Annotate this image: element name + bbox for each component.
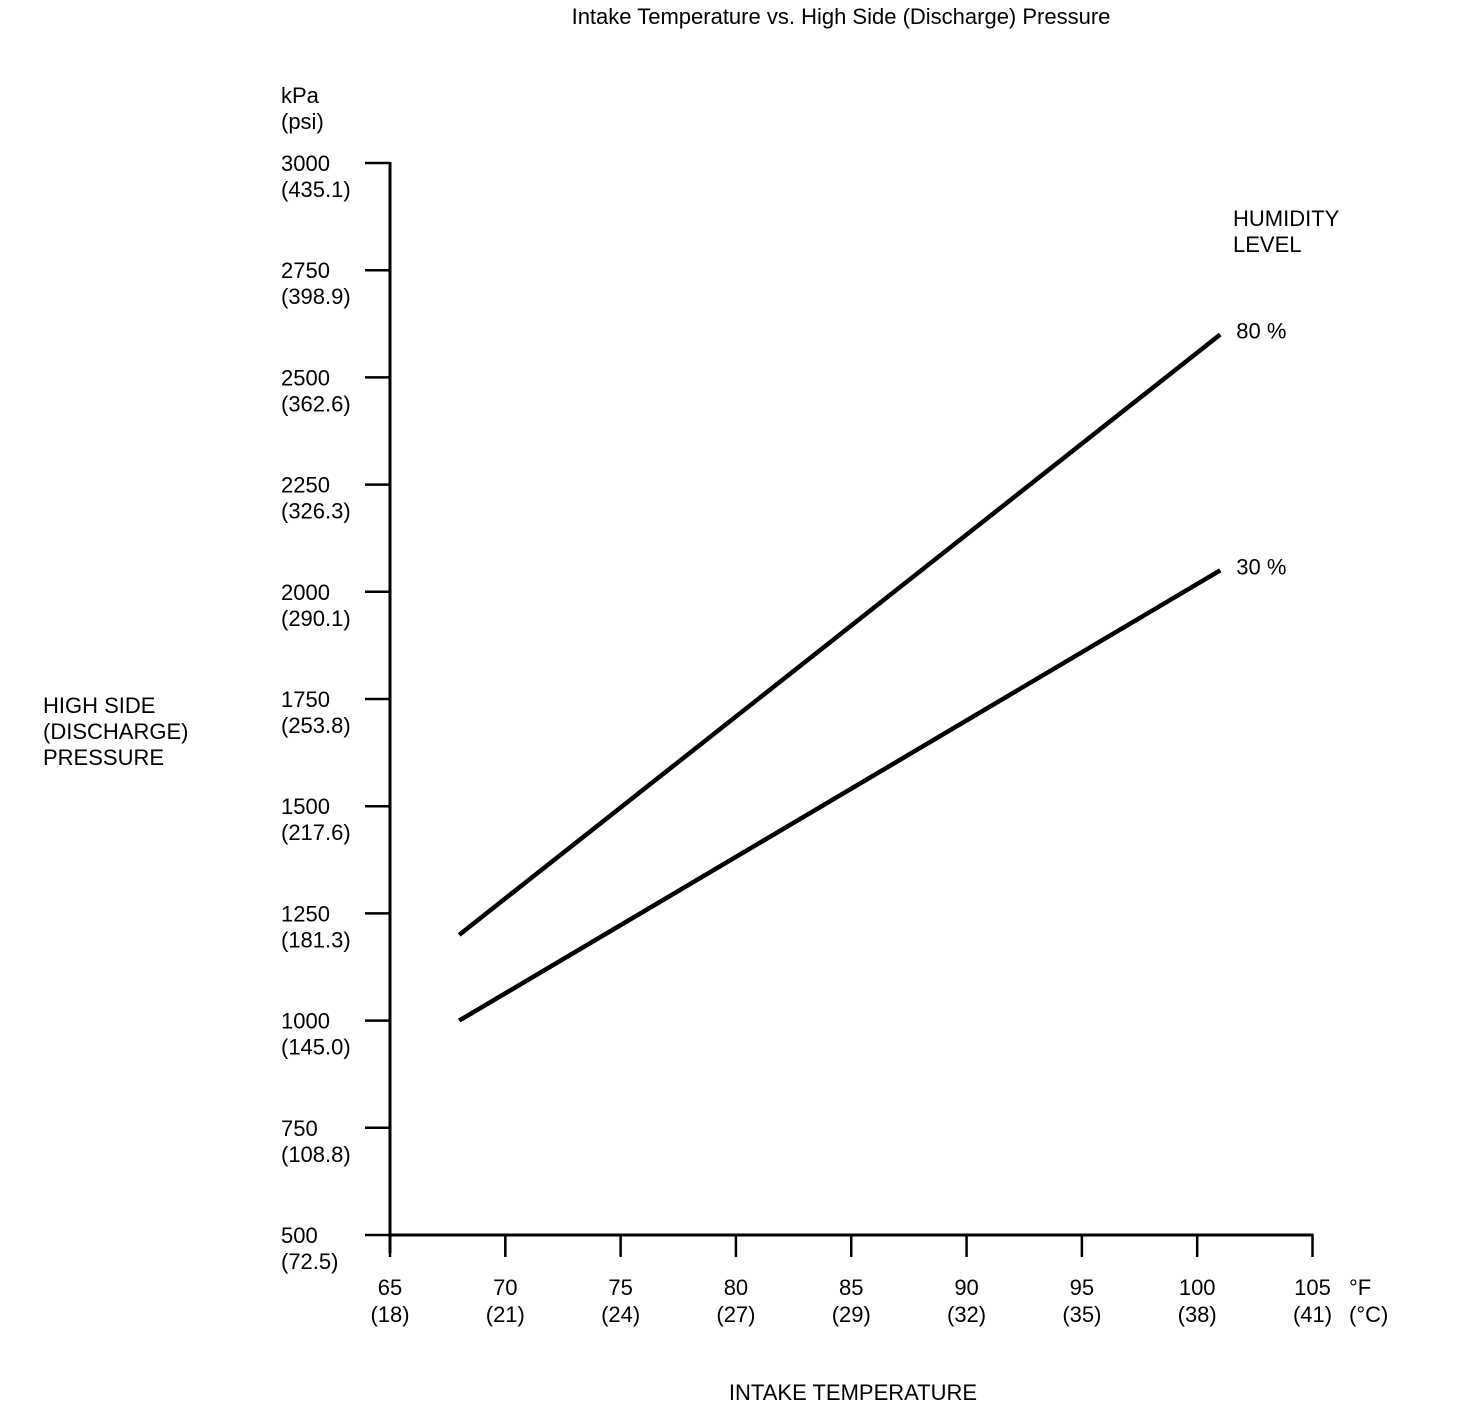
y-axis-title-line-1: HIGH SIDE (43, 693, 155, 718)
x-tick-sublabel: (35) (1062, 1302, 1101, 1327)
legend-title-line-2: LEVEL (1233, 232, 1302, 257)
y-axis-unit-secondary: (psi) (281, 109, 324, 134)
y-tick-label: 1000 (281, 1009, 330, 1034)
x-tick-label: 100 (1179, 1275, 1216, 1300)
x-tick-sublabel: (41) (1293, 1302, 1332, 1327)
x-tick-sublabel: (27) (716, 1302, 755, 1327)
x-tick-label: 70 (493, 1275, 517, 1300)
series-label-80pct: 80 % (1236, 319, 1286, 344)
y-tick-label: 2000 (281, 580, 330, 605)
x-tick-sublabel: (29) (832, 1302, 871, 1327)
x-tick-label: 85 (839, 1275, 863, 1300)
y-tick-sublabel: (72.5) (281, 1249, 338, 1274)
y-tick-sublabel: (108.8) (281, 1142, 351, 1167)
y-tick-sublabel: (253.8) (281, 713, 351, 738)
y-tick-label: 1250 (281, 901, 330, 926)
legend-title-line-1: HUMIDITY (1233, 206, 1340, 231)
x-axis-unit-secondary: (°C) (1349, 1302, 1388, 1327)
y-tick-sublabel: (398.9) (281, 284, 351, 309)
y-tick-sublabel: (362.6) (281, 391, 351, 416)
y-tick-sublabel: (217.6) (281, 820, 351, 845)
x-tick-label: 80 (724, 1275, 748, 1300)
y-axis-unit-primary: kPa (281, 83, 320, 108)
y-tick-sublabel: (145.0) (281, 1035, 351, 1060)
chart-title: Intake Temperature vs. High Side (Discha… (572, 4, 1111, 29)
axes-group: 3000(435.1)2750(398.9)2500(362.6)2250(32… (281, 151, 1332, 1327)
y-axis-title-line-2: (DISCHARGE) (43, 719, 188, 744)
y-tick-label: 750 (281, 1116, 318, 1141)
y-tick-label: 1750 (281, 687, 330, 712)
x-tick-label: 65 (378, 1275, 402, 1300)
x-tick-sublabel: (21) (486, 1302, 525, 1327)
x-tick-label: 95 (1070, 1275, 1094, 1300)
x-axis-unit-primary: °F (1349, 1275, 1371, 1300)
y-tick-label: 3000 (281, 151, 330, 176)
series-line-30pct (458, 568, 1222, 1023)
y-tick-label: 1500 (281, 794, 330, 819)
x-tick-sublabel: (32) (947, 1302, 986, 1327)
y-tick-sublabel: (290.1) (281, 606, 351, 631)
series-group: 80 % 30 % (457, 319, 1286, 1023)
x-tick-sublabel: (18) (370, 1302, 409, 1327)
y-tick-sublabel: (435.1) (281, 177, 351, 202)
x-axis-title: INTAKE TEMPERATURE (729, 1380, 977, 1405)
x-tick-label: 75 (608, 1275, 632, 1300)
y-tick-label: 500 (281, 1223, 318, 1248)
y-axis-title-line-3: PRESSURE (43, 745, 164, 770)
y-tick-label: 2750 (281, 258, 330, 283)
y-tick-label: 2250 (281, 473, 330, 498)
x-tick-label: 105 (1294, 1275, 1331, 1300)
series-line-80pct (457, 332, 1222, 937)
y-tick-sublabel: (326.3) (281, 499, 351, 524)
y-tick-label: 2500 (281, 365, 330, 390)
x-tick-label: 90 (954, 1275, 978, 1300)
x-tick-sublabel: (24) (601, 1302, 640, 1327)
series-label-30pct: 30 % (1236, 554, 1286, 579)
x-tick-sublabel: (38) (1178, 1302, 1217, 1327)
y-tick-sublabel: (181.3) (281, 927, 351, 952)
